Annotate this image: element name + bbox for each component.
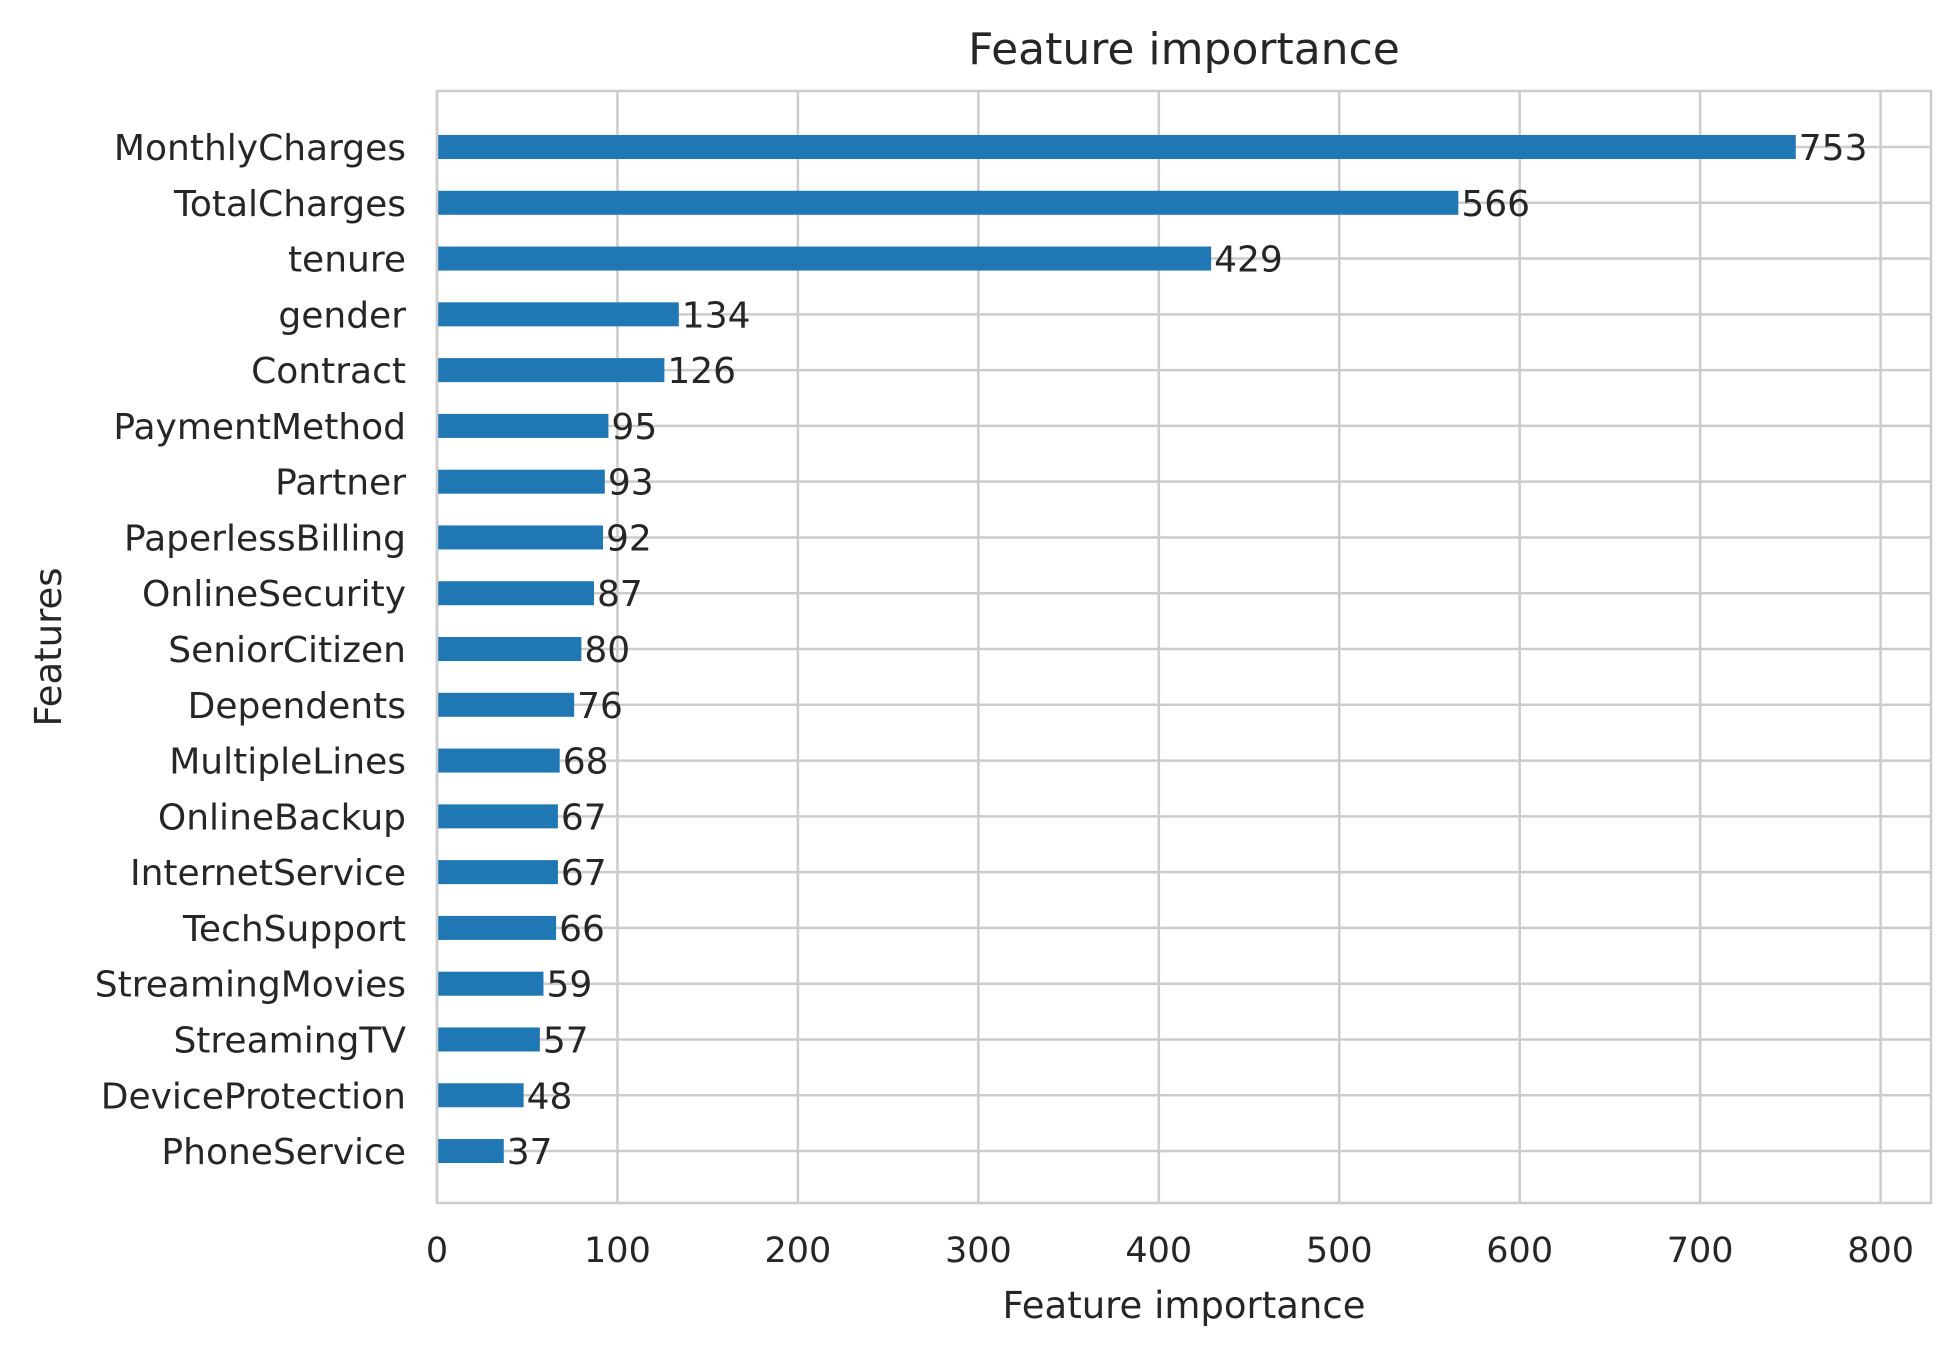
y-category-label: Contract: [251, 351, 406, 392]
x-tick-label: 700: [1667, 1231, 1734, 1271]
y-category-label: gender: [278, 295, 406, 336]
bar-value-label: 59: [546, 965, 592, 1006]
x-tick-label: 500: [1306, 1231, 1373, 1271]
x-tick-label: 100: [584, 1231, 651, 1271]
bar-value-label: 66: [559, 909, 605, 950]
x-tick-label: 300: [945, 1231, 1012, 1271]
x-tick-label: 400: [1125, 1231, 1192, 1271]
bar: [437, 860, 558, 885]
bar-value-label: 93: [608, 463, 654, 504]
bar: [437, 302, 679, 327]
bar: [437, 971, 544, 996]
y-category-label: MultipleLines: [169, 742, 406, 783]
bar-value-label: 92: [606, 518, 652, 559]
y-axis-title: Features: [27, 567, 70, 726]
bar: [437, 246, 1212, 271]
x-axis-title: Feature importance: [1003, 1284, 1366, 1327]
y-category-label: PaperlessBilling: [124, 518, 406, 559]
bar-value-label: 566: [1461, 184, 1530, 225]
plot-area: [437, 91, 1931, 1203]
bars-layer: [437, 135, 1796, 1164]
bar: [437, 525, 604, 550]
y-category-label: tenure: [288, 240, 406, 281]
bar: [437, 581, 594, 606]
bar: [437, 692, 575, 717]
y-category-label: SeniorCitizen: [168, 630, 406, 671]
chart-title: Feature importance: [968, 24, 1400, 75]
bar-value-label: 68: [563, 742, 609, 783]
bar: [437, 637, 582, 662]
bar-value-label: 126: [667, 351, 736, 392]
y-category-label: InternetService: [130, 853, 406, 894]
x-tick-label: 600: [1486, 1231, 1553, 1271]
bar: [437, 1139, 504, 1164]
bar: [437, 469, 605, 494]
bar-value-label: 753: [1799, 128, 1868, 169]
y-category-label: TechSupport: [182, 909, 406, 950]
bar-value-label: 67: [561, 853, 607, 894]
bar: [437, 1027, 540, 1052]
x-tick-label: 200: [764, 1231, 831, 1271]
bar: [437, 190, 1459, 215]
bar: [437, 748, 560, 773]
bar-value-label: 80: [584, 630, 630, 671]
bar: [437, 358, 665, 383]
bar-value-label: 57: [543, 1020, 589, 1061]
bar-value-label: 48: [527, 1076, 573, 1117]
bar: [437, 915, 557, 940]
y-category-label: PaymentMethod: [113, 407, 406, 448]
bar: [437, 804, 558, 829]
plot-frame: [435, 89, 1933, 1205]
x-tick-label: 800: [1847, 1231, 1914, 1271]
y-category-labels: MonthlyCharges TotalCharges tenure gender Co…: [95, 128, 407, 1173]
x-tick-labels: 0 100 200 300 400 500 600 700 800: [426, 1231, 1914, 1271]
bar-value-label: 87: [597, 574, 643, 615]
y-category-label: StreamingTV: [173, 1020, 406, 1061]
y-category-label: StreamingMovies: [95, 965, 406, 1006]
y-category-label: Partner: [275, 463, 406, 504]
bar: [437, 1083, 524, 1108]
y-category-label: TotalCharges: [173, 184, 406, 225]
y-category-label: MonthlyCharges: [114, 128, 406, 169]
y-category-label: OnlineSecurity: [142, 574, 406, 615]
y-category-label: PhoneService: [161, 1132, 406, 1173]
x-tick-label: 0: [426, 1231, 448, 1271]
bar-value-label: 95: [611, 407, 657, 448]
bar-value-label: 67: [561, 797, 607, 838]
bar-value-label: 134: [682, 295, 751, 336]
bar: [437, 135, 1796, 159]
bar-value-label: 37: [507, 1132, 553, 1173]
y-category-label: DeviceProtection: [101, 1076, 406, 1117]
bar-value-label: 429: [1214, 240, 1283, 281]
bar: [437, 413, 609, 438]
y-category-label: OnlineBackup: [158, 797, 406, 838]
y-category-label: Dependents: [188, 686, 406, 727]
bar-value-label: 76: [577, 686, 623, 727]
